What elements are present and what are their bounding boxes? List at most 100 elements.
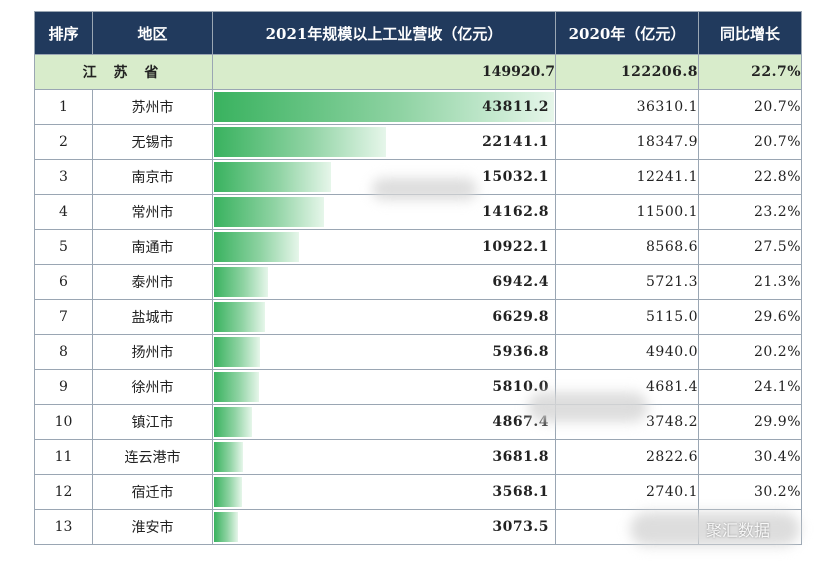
revenue-2021-value: 10922.1 (482, 239, 549, 255)
table-row: 11 连云港市 3681.8 2822.6 30.4% (34, 439, 802, 475)
revenue-2020-cell: 2740.1 (555, 474, 699, 510)
rank-cell: 8 (34, 334, 93, 370)
city-cell: 南通市 (92, 229, 213, 265)
growth-cell: 22.8% (698, 159, 802, 195)
header-2021: 2021年规模以上工业营收（亿元） (212, 11, 556, 55)
data-bar (214, 92, 554, 122)
rank-cell: 11 (34, 439, 93, 475)
revenue-2021-value: 3568.1 (492, 484, 549, 500)
growth-cell: 30.2% (698, 474, 802, 510)
city-cell: 连云港市 (92, 439, 213, 475)
revenue-2021-value: 6942.4 (492, 274, 549, 290)
table-row: 2 无锡市 22141.1 18347.9 20.7% (34, 124, 802, 160)
revenue-2020-cell: 2822.6 (555, 439, 699, 475)
city-cell: 淮安市 (92, 509, 213, 545)
data-bar (214, 162, 331, 192)
total-region: 江 苏 省 (34, 54, 213, 90)
revenue-2021-cell: 5936.8 (212, 334, 556, 370)
rank-cell: 12 (34, 474, 93, 510)
table-row: 6 泰州市 6942.4 5721.3 21.3% (34, 264, 802, 300)
rank-cell: 13 (34, 509, 93, 545)
revenue-2020-cell: 18347.9 (555, 124, 699, 160)
revenue-2021-value: 14162.8 (482, 204, 549, 220)
table-row: 9 徐州市 5810.0 4681.4 24.1% (34, 369, 802, 405)
header-growth: 同比增长 (698, 11, 802, 55)
rank-cell: 9 (34, 369, 93, 405)
header-rank: 排序 (34, 11, 93, 55)
city-cell: 苏州市 (92, 89, 213, 125)
revenue-2021-cell: 5810.0 (212, 369, 556, 405)
growth-cell: 29.9% (698, 404, 802, 440)
revenue-2021-cell: 3073.5 (212, 509, 556, 545)
revenue-2020-cell: 5721.3 (555, 264, 699, 300)
city-cell: 泰州市 (92, 264, 213, 300)
data-bar (214, 442, 243, 472)
header-row: 排序 地区 2021年规模以上工业营收（亿元） 2020年（亿元） 同比增长 (34, 11, 802, 55)
rank-cell: 5 (34, 229, 93, 265)
growth-cell: 24.1% (698, 369, 802, 405)
revenue-2020-cell: 12241.1 (555, 159, 699, 195)
city-cell: 常州市 (92, 194, 213, 230)
data-bar (214, 337, 260, 367)
city-cell: 扬州市 (92, 334, 213, 370)
data-bar (214, 407, 252, 437)
city-cell: 无锡市 (92, 124, 213, 160)
revenue-2021-value: 43811.2 (482, 99, 549, 115)
revenue-2021-value: 5936.8 (492, 344, 549, 360)
header-2020: 2020年（亿元） (555, 11, 699, 55)
revenue-2021-cell: 22141.1 (212, 124, 556, 160)
rank-cell: 7 (34, 299, 93, 335)
total-growth: 22.7% (698, 54, 802, 90)
header-region: 地区 (92, 11, 213, 55)
growth-cell: 20.7% (698, 124, 802, 160)
city-cell: 镇江市 (92, 404, 213, 440)
growth-cell: 20.7% (698, 89, 802, 125)
city-cell: 徐州市 (92, 369, 213, 405)
blur-smear (528, 392, 648, 422)
rank-cell: 10 (34, 404, 93, 440)
data-bar (214, 127, 386, 157)
revenue-2021-value: 22141.1 (482, 134, 549, 150)
revenue-2020-cell: 8568.6 (555, 229, 699, 265)
table-row: 12 宿迁市 3568.1 2740.1 30.2% (34, 474, 802, 510)
revenue-2021-value: 4867.4 (492, 414, 549, 430)
total-2021: 149920.7 (212, 54, 556, 90)
rank-cell: 2 (34, 124, 93, 160)
revenue-2021-cell: 4867.4 (212, 404, 556, 440)
growth-cell: 27.5% (698, 229, 802, 265)
table-row: 1 苏州市 43811.2 36310.1 20.7% (34, 89, 802, 125)
revenue-table: 排序 地区 2021年规模以上工业营收（亿元） 2020年（亿元） 同比增长 江… (34, 11, 802, 545)
data-bar (214, 232, 299, 262)
city-cell: 盐城市 (92, 299, 213, 335)
growth-cell: 20.2% (698, 334, 802, 370)
data-bar (214, 197, 324, 227)
revenue-2021-value: 3073.5 (492, 519, 549, 535)
revenue-2021-cell: 3568.1 (212, 474, 556, 510)
revenue-2021-cell: 6629.8 (212, 299, 556, 335)
revenue-2021-cell: 6942.4 (212, 264, 556, 300)
growth-cell: 23.2% (698, 194, 802, 230)
data-bar (214, 372, 259, 402)
data-bar (214, 267, 268, 297)
revenue-2020-cell: 11500.1 (555, 194, 699, 230)
growth-cell: 29.6% (698, 299, 802, 335)
rank-cell: 4 (34, 194, 93, 230)
rank-cell: 3 (34, 159, 93, 195)
city-cell: 宿迁市 (92, 474, 213, 510)
growth-cell: 30.4% (698, 439, 802, 475)
rank-cell: 1 (34, 89, 93, 125)
blur-smear (372, 178, 477, 200)
table-row: 4 常州市 14162.8 11500.1 23.2% (34, 194, 802, 230)
revenue-2020-cell: 4940.0 (555, 334, 699, 370)
revenue-2021-cell: 3681.8 (212, 439, 556, 475)
data-bar (214, 477, 242, 507)
revenue-2020-cell: 36310.1 (555, 89, 699, 125)
revenue-2021-value: 15032.1 (482, 169, 549, 185)
table-row: 8 扬州市 5936.8 4940.0 20.2% (34, 334, 802, 370)
watermark-text: 聚汇数据 (706, 521, 771, 540)
total-2020: 122206.8 (555, 54, 699, 90)
total-row: 江 苏 省 149920.7 122206.8 22.7% (34, 54, 802, 90)
data-bar (214, 512, 238, 542)
city-cell: 南京市 (92, 159, 213, 195)
table-row: 10 镇江市 4867.4 3748.2 29.9% (34, 404, 802, 440)
